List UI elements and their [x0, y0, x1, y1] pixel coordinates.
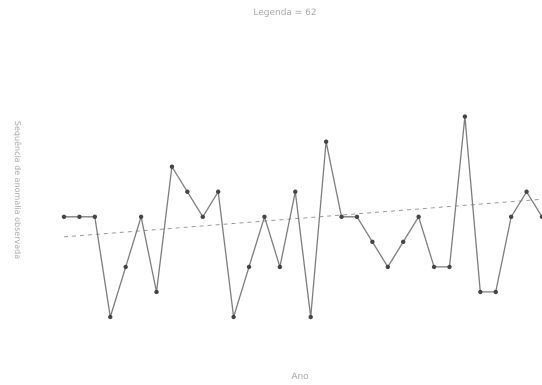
data-point — [200, 214, 205, 219]
trend-line — [63, 198, 542, 238]
data-point — [138, 214, 144, 219]
data-point — [108, 314, 113, 320]
x-axis-label: Ano — [291, 372, 309, 382]
data-point — [524, 189, 529, 194]
data-point — [508, 214, 514, 219]
data-point — [478, 289, 483, 295]
data-point — [385, 264, 391, 270]
line-layer — [64, 115, 542, 318]
data-point — [447, 264, 452, 270]
data-point — [323, 139, 329, 144]
data-point — [61, 214, 67, 219]
data-point — [92, 214, 98, 219]
data-point — [293, 189, 298, 194]
data-point — [277, 264, 283, 270]
data-point — [262, 214, 267, 219]
data-point — [185, 189, 190, 194]
data-point — [77, 214, 82, 219]
data-point — [401, 239, 406, 245]
data-point — [215, 189, 221, 194]
trend-layer — [63, 198, 542, 238]
data-point — [431, 264, 437, 270]
marker-layer — [61, 114, 542, 320]
data-point — [493, 289, 498, 295]
data-point — [539, 214, 542, 219]
data-point — [231, 314, 236, 320]
series-line — [64, 115, 542, 318]
data-point — [246, 264, 252, 270]
data-point — [462, 114, 468, 119]
data-point — [123, 264, 128, 270]
chart-title: Legenda = 62 — [253, 8, 316, 18]
data-point — [354, 214, 360, 219]
data-point — [154, 289, 159, 295]
data-point — [169, 164, 175, 169]
y-axis-label: Sequência de anomalia observada — [13, 121, 23, 259]
data-point — [308, 314, 313, 320]
data-point — [339, 214, 344, 219]
data-point — [416, 214, 421, 219]
data-point — [370, 239, 375, 245]
